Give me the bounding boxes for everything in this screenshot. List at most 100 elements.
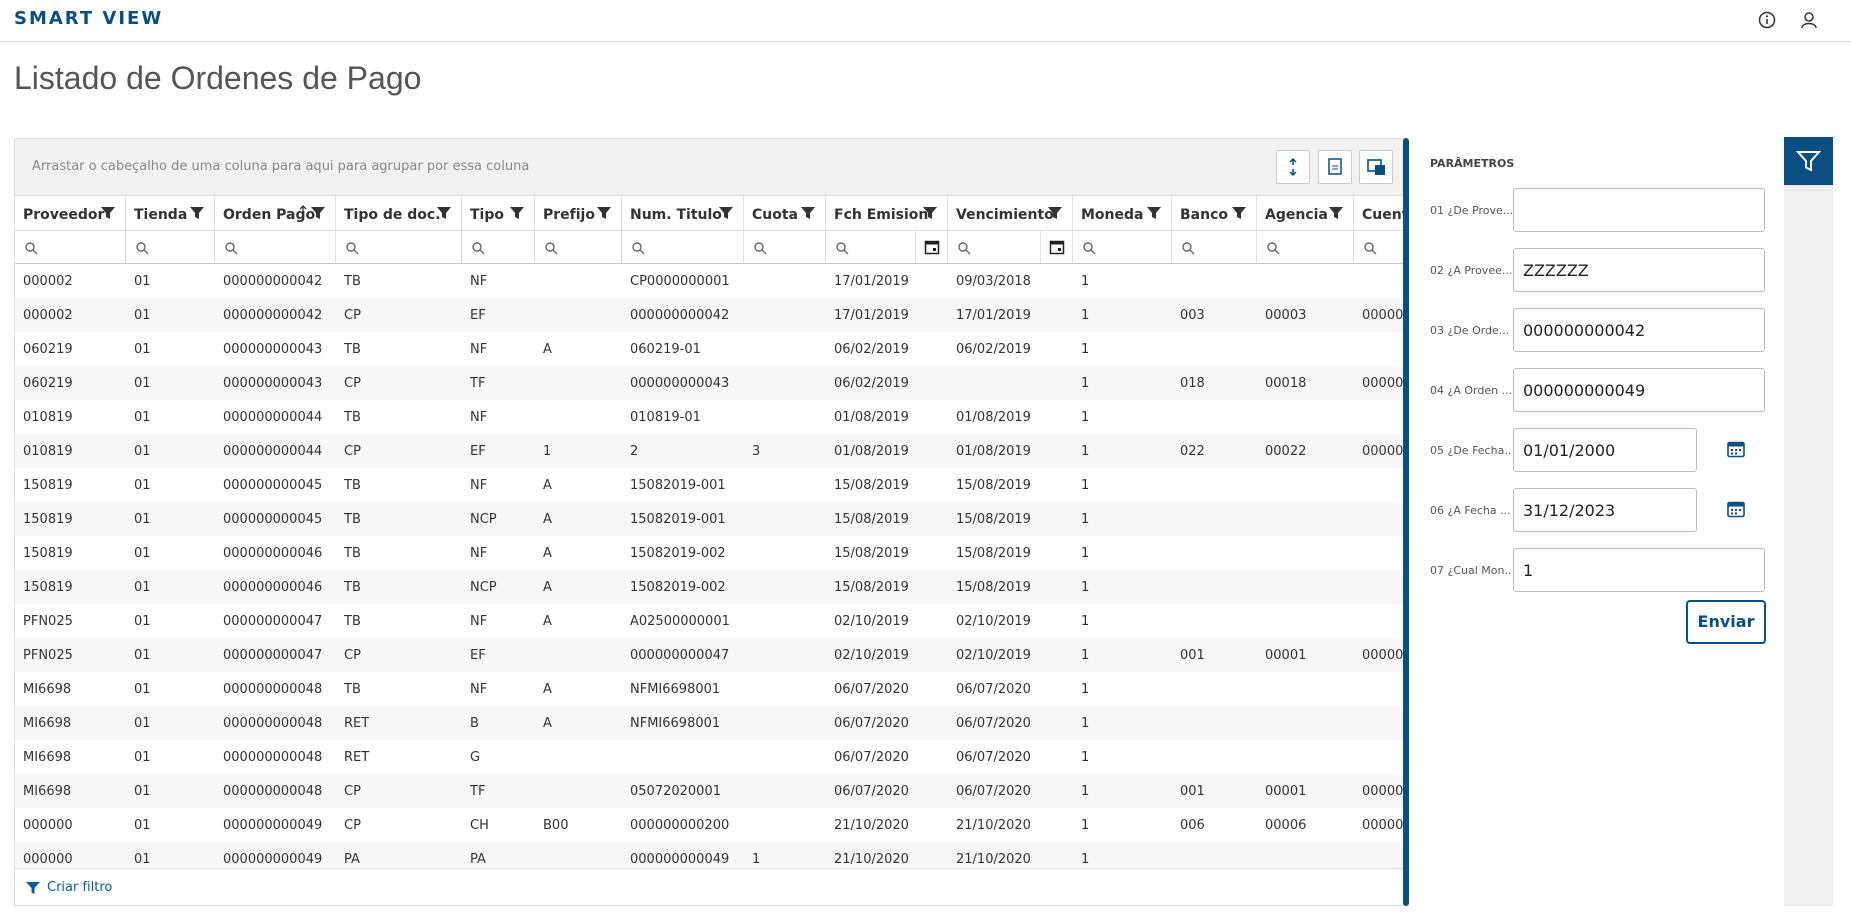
parameter-input[interactable]: 01/01/2000 — [1513, 428, 1697, 472]
column-filter-icon[interactable] — [1048, 206, 1062, 224]
column-header[interactable]: Proveedor — [15, 196, 126, 231]
filter-cell[interactable] — [15, 231, 126, 264]
column-header[interactable]: Moneda — [1073, 196, 1172, 231]
column-filter-icon[interactable] — [311, 206, 325, 224]
send-button[interactable]: Enviar — [1686, 600, 1766, 644]
group-panel: Arrastar o cabeçalho de uma coluna para … — [15, 139, 1403, 196]
column-filter-icon[interactable] — [719, 206, 733, 224]
column-title[interactable]: Banco — [1180, 207, 1229, 223]
grid-row[interactable]: 010819 01 000000000044 CP EF 1 2 3 01/08/2019 01/… — [15, 434, 1403, 468]
grid-row[interactable]: 150819 01 000000000045 TB NCP A 15082019-001 15… — [15, 502, 1403, 536]
column-chooser-button[interactable] — [1276, 150, 1310, 184]
column-header[interactable]: Orden Pago — [215, 196, 336, 231]
export-button[interactable] — [1318, 150, 1352, 184]
column-header[interactable]: Num. Titulo — [622, 196, 744, 231]
parameter-input[interactable]: 1 — [1513, 548, 1765, 592]
column-header[interactable]: Tienda — [126, 196, 215, 231]
grid-row[interactable]: PFN025 01 000000000047 TB NF A A02500000001 02/… — [15, 604, 1403, 638]
column-header[interactable]: Tipo — [462, 196, 535, 231]
calendar-button[interactable] — [1726, 499, 1746, 523]
calendar-button[interactable] — [1040, 231, 1072, 263]
filter-cell[interactable] — [948, 231, 1073, 264]
filter-cell[interactable] — [1257, 231, 1354, 264]
filter-cell[interactable] — [215, 231, 336, 264]
parameter-input[interactable]: ZZZZZZ — [1513, 248, 1765, 292]
column-header[interactable]: Prefijo — [535, 196, 622, 231]
column-header[interactable]: Vencimiento — [948, 196, 1073, 231]
filter-cell[interactable] — [826, 231, 948, 264]
column-title[interactable]: Prefijo — [543, 207, 595, 223]
column-header[interactable]: Cuota — [744, 196, 826, 231]
column-title[interactable]: Cuota — [752, 207, 798, 223]
column-header[interactable]: Tipo de doc. — [336, 196, 462, 231]
grid-row[interactable]: 060219 01 000000000043 CP TF 000000000043 06/0… — [15, 366, 1403, 400]
column-title[interactable]: Tienda — [134, 207, 188, 223]
column-title[interactable]: Num. Titulo — [630, 207, 722, 223]
grid-row[interactable]: MI6698 01 000000000048 RET G 06/07/2020 06/07/… — [15, 740, 1403, 774]
column-filter-icon[interactable] — [1147, 206, 1161, 224]
column-header[interactable]: Agencia — [1257, 196, 1354, 231]
calendar-button[interactable] — [1726, 439, 1746, 463]
calendar-button[interactable] — [915, 231, 947, 263]
filter-cell[interactable] — [1073, 231, 1172, 264]
column-title[interactable]: Moneda — [1081, 207, 1144, 223]
grid-cell: CP — [344, 648, 361, 663]
column-filter-icon[interactable] — [1329, 206, 1343, 224]
layout-button[interactable] — [1359, 150, 1393, 184]
grid-row[interactable]: 150819 01 000000000046 TB NCP A 15082019-002 15… — [15, 570, 1403, 604]
column-title[interactable]: Vencimiento — [956, 207, 1054, 223]
column-title[interactable]: Tipo — [470, 207, 504, 223]
filter-cell[interactable] — [1354, 231, 1403, 264]
brand[interactable]: SMART VIEW — [14, 8, 164, 29]
column-header[interactable]: Fch Emision — [826, 196, 948, 231]
grid-row[interactable]: 000000 01 000000000049 CP CH B00 000000000200 2… — [15, 808, 1403, 842]
column-header[interactable]: Banco — [1172, 196, 1257, 231]
column-filter-icon[interactable] — [101, 206, 115, 224]
filter-cell[interactable] — [126, 231, 215, 264]
grid-row[interactable]: MI6698 01 000000000048 RET B A NFMI6698001 06/0… — [15, 706, 1403, 740]
grid-row[interactable]: MI6698 01 000000000048 CP TF 05072020001 06/07… — [15, 774, 1403, 808]
grid-row[interactable]: 000002 01 000000000042 TB NF CP0000000001 17/0… — [15, 264, 1403, 298]
parameter-input[interactable]: 000000000049 — [1513, 368, 1765, 412]
column-filter-icon[interactable] — [801, 206, 815, 224]
column-filter-icon[interactable] — [923, 206, 937, 224]
column-header[interactable]: Cuenta — [1354, 196, 1403, 231]
grid-row[interactable]: 000000 01 000000000049 PA PA 000000000049 1 21/… — [15, 842, 1403, 868]
grid-row[interactable]: 150819 01 000000000046 TB NF A 15082019-002 15/… — [15, 536, 1403, 570]
parameter-input[interactable] — [1513, 188, 1765, 232]
grid-row[interactable]: 010819 01 000000000044 TB NF 010819-01 01/08/2… — [15, 400, 1403, 434]
filter-toggle[interactable] — [1784, 137, 1833, 185]
column-title[interactable]: Agencia — [1265, 207, 1328, 223]
parameter-input[interactable]: 000000000042 — [1513, 308, 1765, 352]
grid-row[interactable]: PFN025 01 000000000047 CP EF 000000000047 02/1… — [15, 638, 1403, 672]
filter-cell[interactable] — [462, 231, 535, 264]
grid-cell: TB — [344, 410, 361, 425]
column-title[interactable]: Proveedor — [23, 207, 105, 223]
info-icon[interactable] — [1757, 10, 1777, 30]
filter-cell[interactable] — [336, 231, 462, 264]
user-icon[interactable] — [1799, 10, 1819, 30]
grid-row[interactable]: 150819 01 000000000045 TB NF A 15082019-001 15/… — [15, 468, 1403, 502]
column-filter-icon[interactable] — [190, 206, 204, 224]
sort-icon[interactable] — [299, 205, 307, 225]
column-title[interactable]: Orden Pago — [223, 207, 316, 223]
column-title[interactable]: Cuenta — [1362, 207, 1403, 223]
filter-cell[interactable] — [1172, 231, 1257, 264]
filter-cell[interactable] — [535, 231, 622, 264]
parameter-input[interactable]: 31/12/2023 — [1513, 488, 1697, 532]
grid-row[interactable]: 000002 01 000000000042 CP EF 000000000042 17/0… — [15, 298, 1403, 332]
column-title[interactable]: Tipo de doc. — [344, 207, 441, 223]
create-filter-link[interactable]: Criar filtro — [47, 880, 113, 895]
grid-row[interactable]: 060219 01 000000000043 TB NF A 060219-01 06/02/… — [15, 332, 1403, 366]
grid-row[interactable]: MI6698 01 000000000048 TB NF A NFMI6698001 06/0… — [15, 672, 1403, 706]
column-title[interactable]: Fch Emision — [834, 207, 929, 223]
column-filter-icon[interactable] — [1232, 206, 1246, 224]
filter-icon — [26, 882, 40, 894]
grid-cell: 06/07/2020 — [834, 750, 909, 765]
splitter[interactable] — [1403, 138, 1409, 906]
filter-cell[interactable] — [744, 231, 826, 264]
filter-cell[interactable] — [622, 231, 744, 264]
column-filter-icon[interactable] — [597, 206, 611, 224]
column-filter-icon[interactable] — [510, 206, 524, 224]
column-filter-icon[interactable] — [437, 206, 451, 224]
